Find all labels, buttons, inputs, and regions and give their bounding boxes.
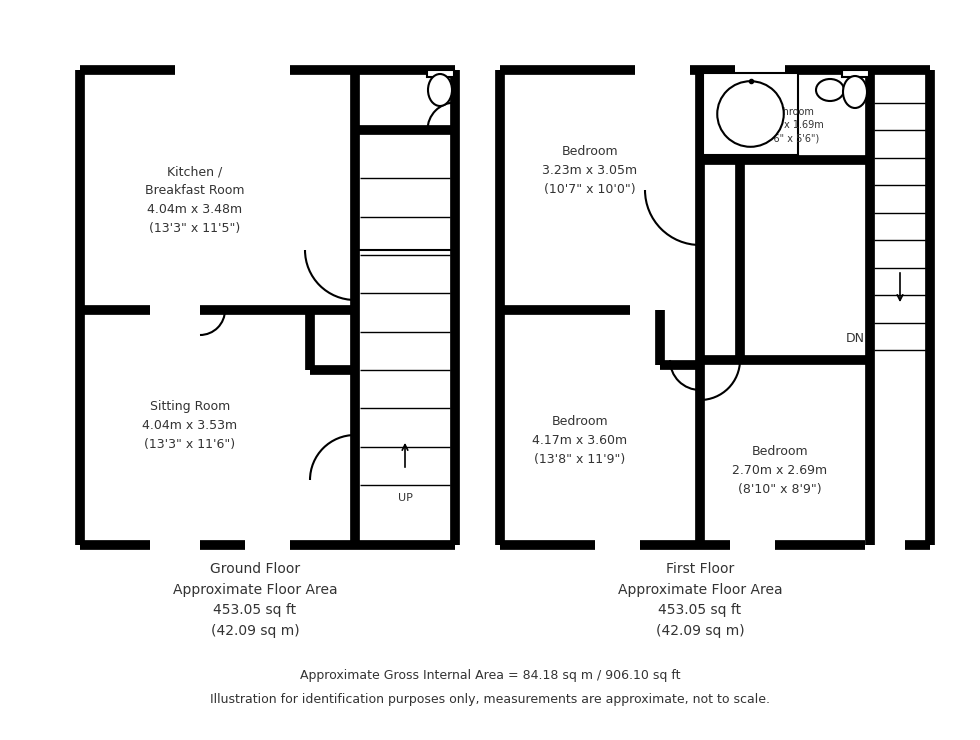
- Text: DN: DN: [846, 332, 864, 345]
- Bar: [842, 70, 869, 77]
- Bar: [595, 541, 640, 549]
- Bar: [499, 306, 500, 314]
- Text: Bathroom
2.0m x 1.69m
(6'6" x 5'6"): Bathroom 2.0m x 1.69m (6'6" x 5'6"): [757, 107, 824, 144]
- Text: Ground Floor
Approximate Floor Area
453.05 sq ft
(42.09 sq m): Ground Floor Approximate Floor Area 453.…: [172, 562, 337, 638]
- Ellipse shape: [428, 74, 452, 106]
- Ellipse shape: [843, 76, 867, 108]
- Text: Approximate Gross Internal Area = 84.18 sq m / 906.10 sq ft: Approximate Gross Internal Area = 84.18 …: [300, 668, 680, 682]
- Bar: [175, 66, 290, 74]
- Bar: [635, 66, 690, 74]
- Bar: [245, 541, 290, 549]
- Text: Bedroom
4.17m x 3.60m
(13'8" x 11'9"): Bedroom 4.17m x 3.60m (13'8" x 11'9"): [532, 414, 627, 465]
- Bar: [865, 541, 905, 549]
- Text: UP: UP: [398, 493, 413, 503]
- Text: Bedroom
3.23m x 3.05m
(10'7" x 10'0"): Bedroom 3.23m x 3.05m (10'7" x 10'0"): [543, 144, 638, 195]
- Bar: [735, 66, 785, 74]
- Text: Bedroom
2.70m x 2.69m
(8'10" x 8'9"): Bedroom 2.70m x 2.69m (8'10" x 8'9"): [732, 445, 827, 496]
- Text: Illustration for identification purposes only, measurements are approximate, not: Illustration for identification purposes…: [210, 693, 770, 707]
- Text: First Floor
Approximate Floor Area
453.05 sq ft
(42.09 sq m): First Floor Approximate Floor Area 453.0…: [617, 562, 782, 638]
- Ellipse shape: [816, 79, 844, 101]
- Bar: [150, 541, 200, 549]
- Bar: [150, 306, 200, 314]
- Bar: [703, 73, 798, 155]
- Bar: [427, 70, 454, 77]
- Bar: [730, 541, 775, 549]
- Text: Kitchen /
Breakfast Room
4.04m x 3.48m
(13'3" x 11'5"): Kitchen / Breakfast Room 4.04m x 3.48m (…: [145, 165, 245, 235]
- Text: Sitting Room
4.04m x 3.53m
(13'3" x 11'6"): Sitting Room 4.04m x 3.53m (13'3" x 11'6…: [142, 400, 237, 451]
- Ellipse shape: [717, 81, 784, 147]
